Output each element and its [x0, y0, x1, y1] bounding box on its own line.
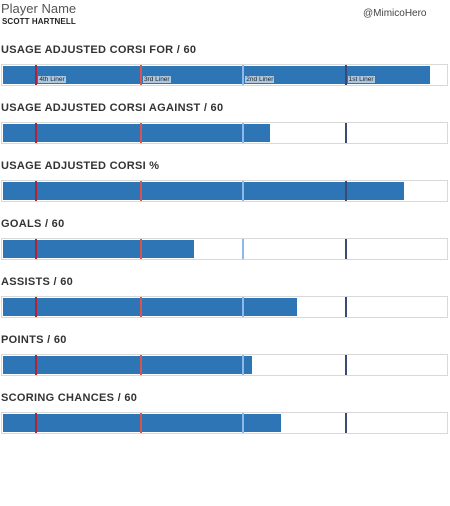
bar-track: [1, 122, 448, 144]
tier-marker: [35, 65, 38, 85]
tier-marker: [35, 123, 38, 143]
tier-marker: [35, 355, 38, 375]
tier-marker: [139, 181, 142, 201]
tier-label: 2nd Liner: [245, 76, 275, 83]
bar-fill: [3, 124, 270, 142]
tier-marker: [344, 413, 347, 433]
bar-fill: [3, 182, 404, 200]
tier-marker: [344, 355, 347, 375]
tier-marker: [35, 239, 38, 259]
tier-marker: [344, 297, 347, 317]
player-name: SCOTT HARTNELL: [2, 17, 76, 26]
metric-title: ASSISTS / 60: [1, 276, 74, 288]
tier-marker: [35, 297, 38, 317]
tier-marker: [35, 413, 38, 433]
page-title: Player Name: [1, 1, 77, 16]
tier-marker: [344, 123, 347, 143]
tier-label: 3rd Liner: [142, 76, 171, 83]
bar-fill: [3, 66, 431, 84]
metric-title: USAGE ADJUSTED CORSI FOR / 60: [1, 44, 197, 56]
tier-marker: [242, 239, 245, 259]
tier-marker: [139, 239, 142, 259]
metric-title: GOALS / 60: [1, 218, 65, 230]
metric-title: USAGE ADJUSTED CORSI %: [1, 160, 160, 172]
bar-fill: [3, 414, 282, 432]
tier-marker: [242, 123, 245, 143]
bar-track: [1, 296, 448, 318]
tier-label: 4th Liner: [38, 76, 66, 83]
tier-marker: [242, 413, 245, 433]
tier-marker: [139, 413, 142, 433]
tier-marker: [344, 181, 347, 201]
bar-fill: [3, 240, 195, 258]
tier-marker: [242, 65, 245, 85]
tier-marker: [139, 297, 142, 317]
bar-track: [1, 238, 448, 260]
tier-marker: [344, 65, 347, 85]
tier-marker: [242, 297, 245, 317]
tier-marker: [242, 181, 245, 201]
bar-fill: [3, 298, 297, 316]
tier-label: 1st Liner: [347, 76, 375, 83]
bar-track: [1, 180, 448, 202]
bar-fill: [3, 356, 253, 374]
metric-title: SCORING CHANCES / 60: [1, 392, 138, 404]
tier-marker: [35, 181, 38, 201]
tier-marker: [139, 123, 142, 143]
bar-track: [1, 354, 448, 376]
tier-marker: [242, 355, 245, 375]
twitter-handle: @MimicoHero: [363, 8, 427, 19]
tier-marker: [139, 355, 142, 375]
bar-track: 4th Liner 3rd Liner 2nd Liner 1st Liner: [1, 64, 448, 86]
tier-marker: [344, 239, 347, 259]
bar-track: [1, 412, 448, 434]
metric-title: USAGE ADJUSTED CORSI AGAINST / 60: [1, 102, 224, 114]
tier-marker: [139, 65, 142, 85]
metric-title: POINTS / 60: [1, 334, 67, 346]
